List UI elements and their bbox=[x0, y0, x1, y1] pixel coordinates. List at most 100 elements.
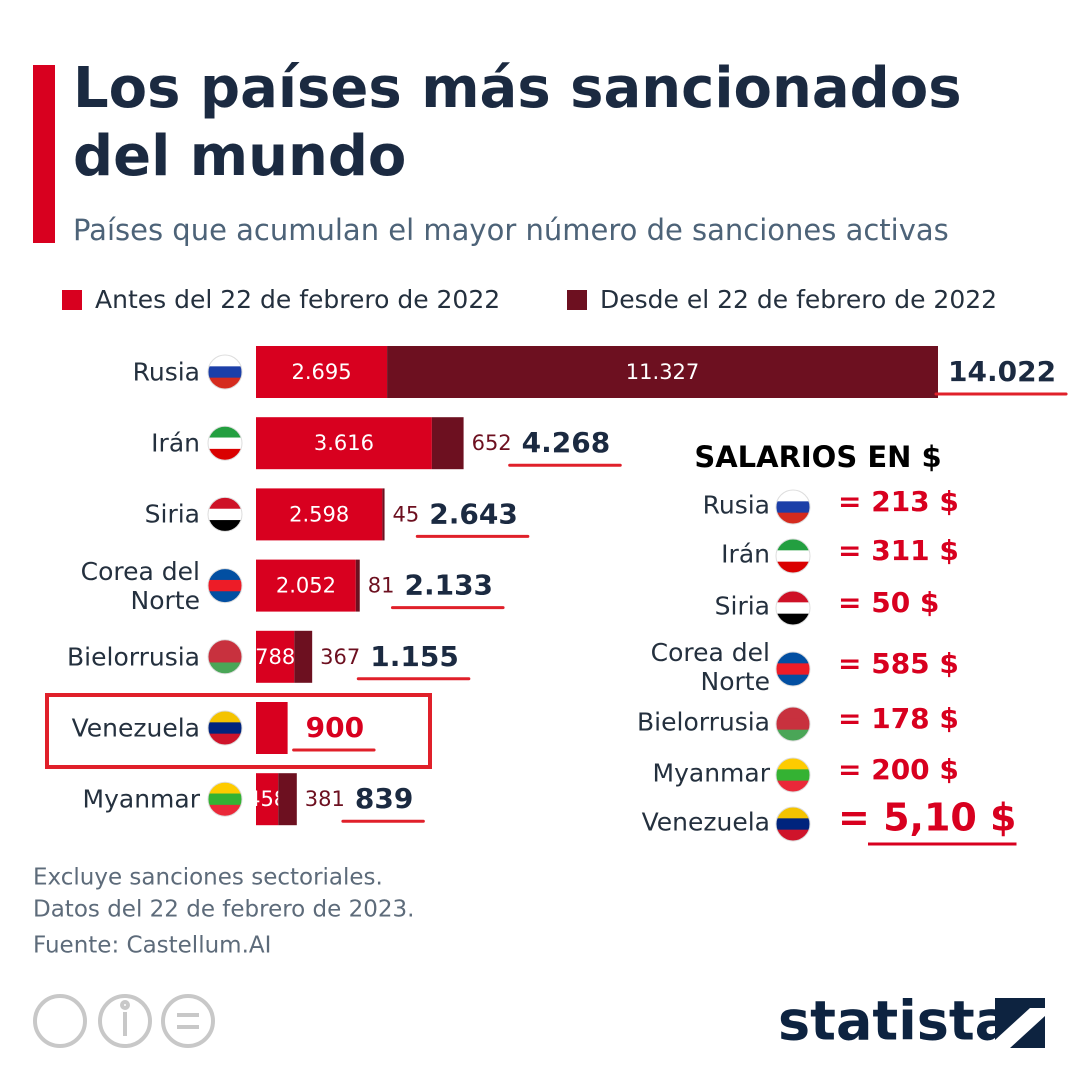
flag-stripe bbox=[776, 613, 810, 625]
salary-country: Siria bbox=[714, 591, 770, 621]
bar-segment bbox=[382, 488, 385, 541]
flag-stripe bbox=[208, 662, 242, 674]
total-label: 4.268 bbox=[522, 426, 611, 459]
flag bbox=[208, 711, 242, 745]
category-label: Venezuela bbox=[71, 713, 200, 743]
flag-stripe bbox=[776, 602, 810, 615]
bar-segment bbox=[256, 630, 295, 683]
salary-country: Myanmar bbox=[652, 758, 770, 788]
value-label: 367 bbox=[320, 645, 360, 669]
category-label: Myanmar bbox=[82, 784, 200, 814]
total-label: 14.022 bbox=[948, 355, 1056, 388]
bar-segment bbox=[256, 417, 432, 470]
salary-label: = 213 $ bbox=[838, 485, 959, 518]
flag-stripe bbox=[776, 512, 810, 524]
flag-stripe bbox=[776, 550, 810, 563]
legend-swatch bbox=[567, 290, 587, 310]
bar-segment bbox=[431, 417, 464, 470]
flag-stripe bbox=[776, 829, 810, 841]
flag-stripe bbox=[208, 711, 242, 723]
flag-stripe bbox=[776, 807, 810, 819]
flag-stripe bbox=[208, 426, 242, 439]
bar-segment bbox=[278, 773, 297, 826]
flag-stripe bbox=[208, 639, 242, 652]
chart-subtitle: Países que acumulan el mayor número de s… bbox=[73, 213, 949, 247]
flag-rim bbox=[775, 706, 811, 742]
value-label: 788 bbox=[255, 645, 295, 669]
salary-label: = 585 $ bbox=[838, 647, 959, 680]
flag-rim bbox=[207, 496, 243, 532]
total-label: 839 bbox=[355, 782, 413, 815]
value-label: 2.052 bbox=[276, 574, 336, 598]
value-label: 45 bbox=[393, 502, 420, 526]
flag-stripe bbox=[208, 722, 242, 735]
salary-label: = 311 $ bbox=[838, 534, 959, 567]
value-label: 81 bbox=[368, 574, 395, 598]
flag bbox=[208, 355, 242, 389]
flag-stripe bbox=[208, 782, 242, 795]
legend-label: Desde el 22 de febrero de 2022 bbox=[600, 285, 997, 314]
category-label: Irán bbox=[151, 428, 200, 458]
flag-stripe bbox=[776, 729, 810, 741]
bar-segment bbox=[387, 346, 939, 398]
flag-stripe bbox=[208, 497, 242, 510]
bar-segment bbox=[256, 346, 388, 398]
flag-stripe bbox=[776, 539, 810, 551]
flag-stripe bbox=[208, 355, 242, 367]
total-label: 900 bbox=[306, 711, 364, 744]
flag-stripe bbox=[208, 733, 242, 745]
flag bbox=[776, 539, 810, 573]
category-label: Siria bbox=[144, 499, 200, 529]
flag-stripe bbox=[776, 501, 810, 514]
flag-rim bbox=[207, 568, 243, 604]
value-label: 3.616 bbox=[314, 431, 374, 455]
value-label: 2.695 bbox=[291, 360, 351, 384]
flag-stripe bbox=[776, 758, 810, 770]
value-label: 381 bbox=[305, 787, 345, 811]
license-icons bbox=[33, 994, 215, 1048]
chart-title: Los países más sancionados del mundo bbox=[73, 56, 962, 189]
flag-stripe bbox=[776, 780, 810, 792]
flag-stripe bbox=[208, 366, 242, 379]
flag bbox=[776, 652, 810, 686]
flag-stripe bbox=[208, 579, 242, 592]
salary-label: = 178 $ bbox=[838, 702, 959, 735]
category-label: Corea del Norte bbox=[80, 556, 200, 615]
flag bbox=[208, 497, 242, 532]
salary-title: SALARIOS EN $ bbox=[694, 440, 941, 474]
flag-stripe bbox=[776, 591, 810, 603]
flag-stripe bbox=[776, 769, 810, 782]
flag-stripe bbox=[776, 707, 810, 719]
flag-rim bbox=[207, 639, 243, 675]
flag-stripe bbox=[208, 508, 242, 521]
flag-rim bbox=[207, 354, 243, 390]
bar-segment bbox=[256, 559, 356, 612]
flag-rim bbox=[775, 538, 811, 574]
bar-segment bbox=[256, 773, 279, 826]
highlight-box bbox=[45, 693, 432, 769]
legend-swatch bbox=[62, 290, 82, 310]
salary-label: = 50 $ bbox=[838, 586, 939, 619]
category-label: Bielorrusia bbox=[67, 642, 200, 672]
salary-label: = 200 $ bbox=[838, 753, 959, 786]
flag-stripe bbox=[776, 663, 810, 676]
flag-rim bbox=[775, 757, 811, 793]
brand-logo bbox=[995, 998, 1045, 1048]
value-label: 2.598 bbox=[289, 502, 349, 526]
bar-segment bbox=[294, 630, 313, 683]
salary-label: = 5,10 $ bbox=[838, 796, 1017, 840]
total-label: 1.155 bbox=[370, 640, 459, 673]
total-label: 2.133 bbox=[404, 569, 493, 602]
category-label: Rusia bbox=[132, 357, 200, 387]
brand: statista bbox=[778, 990, 1011, 1053]
flag-stripe bbox=[208, 793, 242, 806]
salary-country: Irán bbox=[721, 539, 770, 569]
note: Datos del 22 de febrero de 2023. bbox=[33, 897, 414, 923]
flag-stripe bbox=[208, 437, 242, 450]
flag bbox=[208, 782, 242, 817]
flag bbox=[208, 639, 242, 674]
flag-stripe bbox=[208, 591, 242, 603]
flag-rim bbox=[775, 651, 811, 687]
flag bbox=[776, 758, 810, 792]
